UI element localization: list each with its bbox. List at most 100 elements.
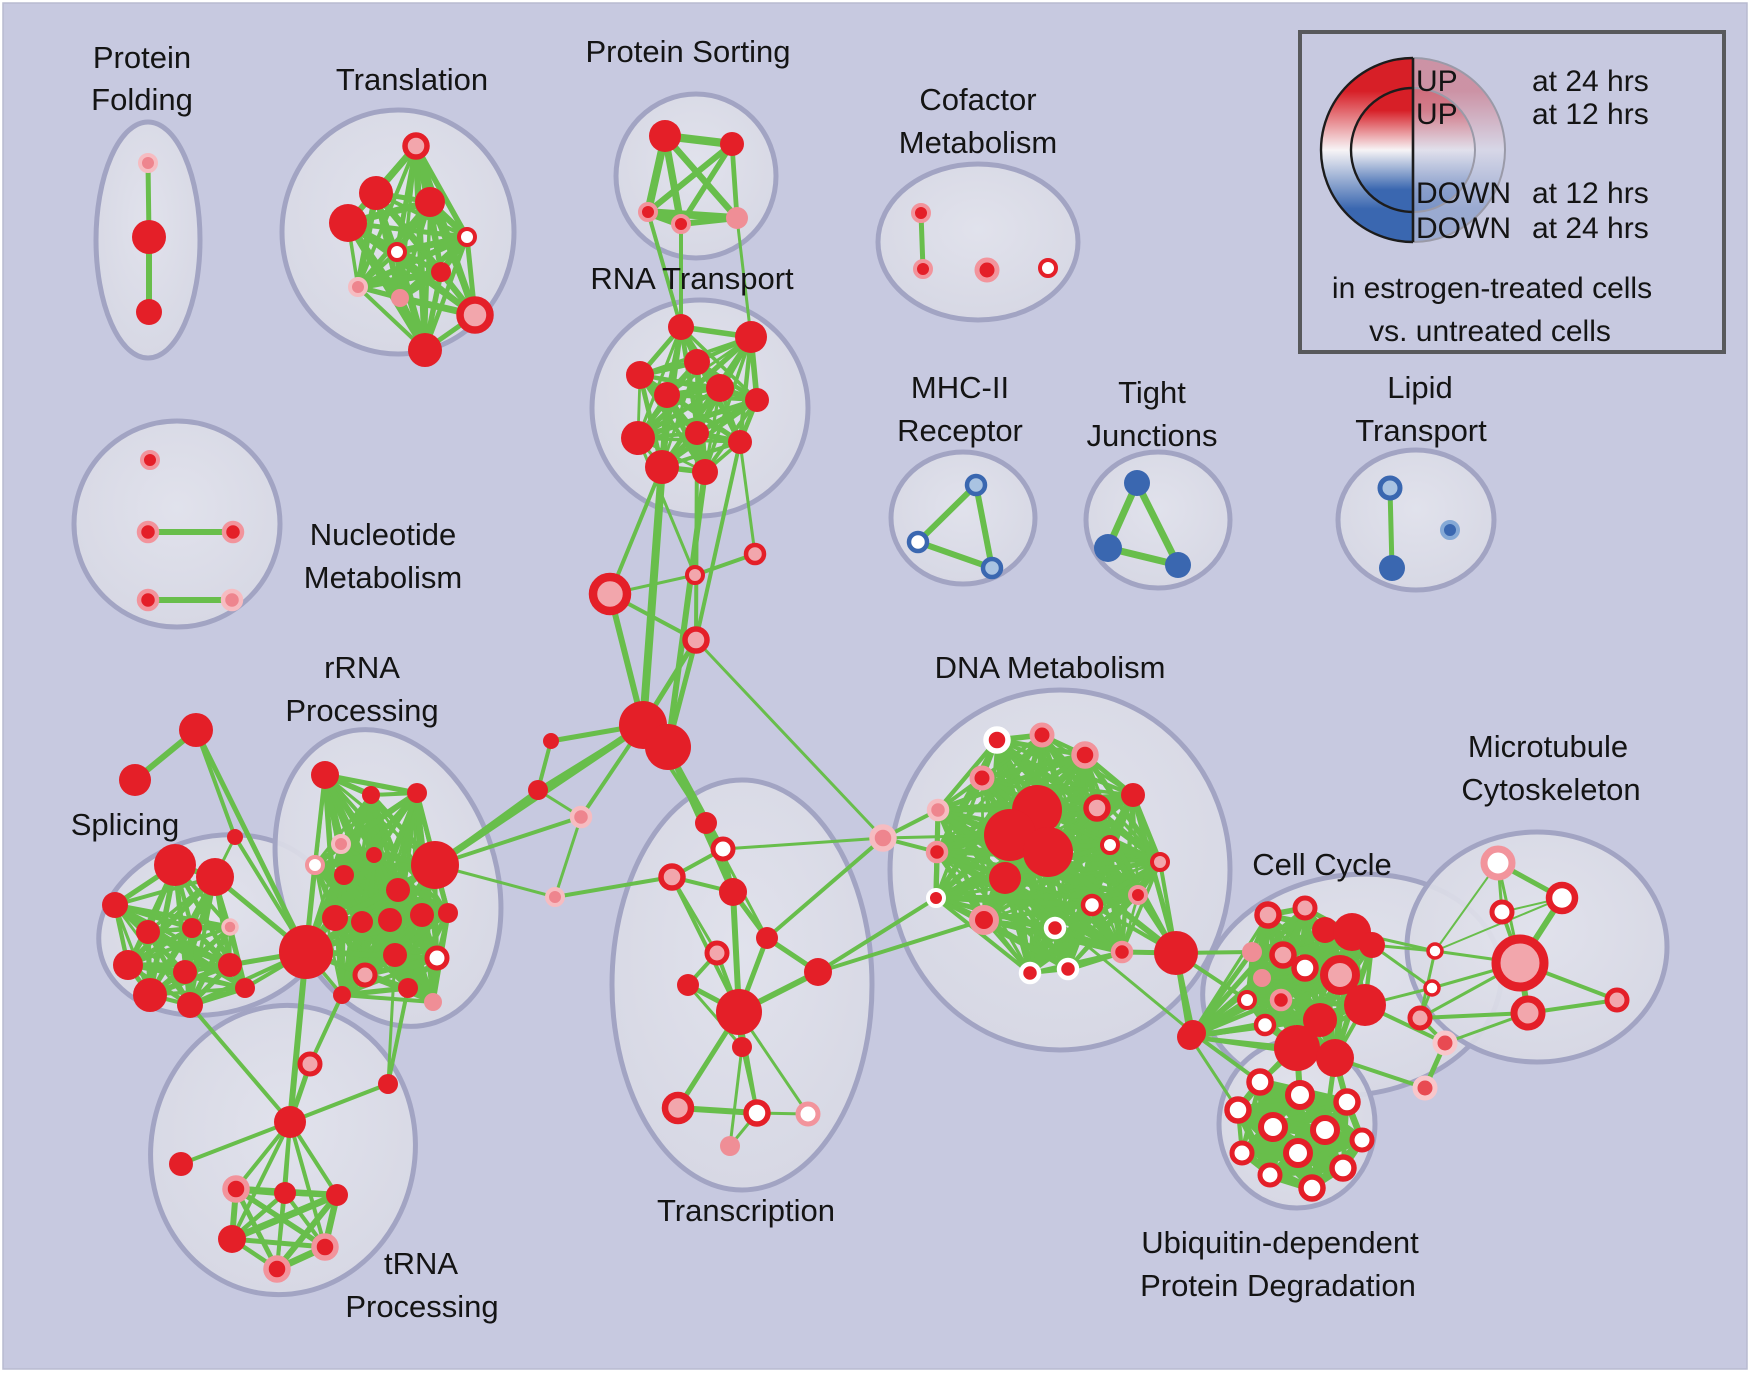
gene-node-translation (359, 176, 393, 210)
gene-node-rrna-processing (398, 978, 418, 998)
gene-node-protein-sorting (638, 202, 658, 222)
gene-node-dna-metabolism (926, 798, 950, 822)
edge-dna-metabolism (935, 737, 1000, 813)
edge-trna-processing (288, 1120, 327, 1249)
gene-node-connectors (869, 824, 897, 852)
edge-link (1188, 1035, 1240, 1112)
gene-node-cell-cycle (1254, 901, 1282, 929)
edge-lipid-transport (1387, 485, 1395, 571)
gene-node-dna-metabolism (1121, 783, 1145, 807)
gene-node-cell-cycle (1303, 1003, 1337, 1037)
edge-link (721, 836, 885, 851)
gene-node-nucleotide-metabolism (140, 450, 160, 470)
gene-node-connectors (545, 887, 565, 907)
gene-node-rrna-processing (366, 847, 382, 863)
gene-node-splicing (136, 920, 160, 944)
gene-node-connectors (119, 764, 151, 796)
edge-microtubule-cytoskeleton (1418, 1011, 1530, 1020)
gene-node-nucleotide-metabolism (136, 588, 160, 612)
gene-node-nucleotide-metabolism (220, 588, 244, 612)
edge-link (694, 440, 742, 642)
edge-link (694, 638, 885, 840)
cluster-label-transcription: Transcription (657, 1193, 835, 1228)
edge-transcription (670, 875, 741, 1014)
gene-node-cofactor-metabolism (911, 203, 931, 223)
edge-dna-metabolism (1002, 875, 1125, 955)
gene-node-dna-metabolism (1083, 794, 1111, 822)
edge-protein-sorting (678, 141, 735, 227)
gene-node-rrna-processing (378, 908, 402, 932)
edge-rrna-processing (322, 772, 420, 796)
cluster-label-tight-junctions: Tight (1118, 375, 1186, 410)
legend-footer: in estrogen-treated cells (1332, 272, 1652, 305)
gene-node-transcription (716, 989, 762, 1035)
edge-rna-transport (737, 334, 754, 445)
edge-transcription (728, 1045, 744, 1148)
gene-node-dna-metabolism (926, 888, 946, 908)
gene-node-cell-cycle (1253, 1013, 1277, 1037)
edge-translation (345, 220, 470, 240)
edge-link (287, 949, 309, 1125)
gene-node-cell-cycle (1359, 932, 1385, 958)
gene-node-transcription (661, 1091, 695, 1125)
edge-dna-metabolism (934, 896, 1032, 975)
cluster-labels: Protein Folding Translation Protein Sorting… (71, 34, 1641, 1324)
edge-tight-junctions (1133, 479, 1182, 569)
gene-node-microtubule-cytoskeleton (1426, 942, 1444, 960)
gene-node-ubiquitin-degradation (1257, 1162, 1283, 1188)
legend-time-label: at 24 hrs (1532, 65, 1649, 98)
gene-node-trna-processing (326, 1184, 348, 1206)
gene-node-microtubule-cytoskeleton (1423, 979, 1441, 997)
gene-node-rrna-processing (424, 945, 450, 971)
gene-node-splicing (177, 992, 203, 1018)
edge-link (386, 953, 397, 1086)
gene-node-cofactor-metabolism (913, 259, 933, 279)
gene-node-cofactor-metabolism (1038, 258, 1058, 278)
gene-node-connectors (645, 724, 691, 770)
gene-node-rna-transport (735, 321, 767, 353)
gene-node-trna-processing (169, 1152, 193, 1176)
gene-node-rna-transport (626, 361, 654, 389)
gene-node-rrna-processing (305, 855, 325, 875)
gene-node-translation (456, 296, 494, 334)
gene-node-cofactor-metabolism (974, 257, 1000, 283)
gene-node-rrna-processing (407, 783, 427, 803)
gene-node-trna-processing (378, 1074, 398, 1094)
legend-direction-label: DOWN (1416, 177, 1511, 210)
legend-ring-inner-faded (1413, 87, 1476, 213)
gene-node-rrna-processing (424, 993, 442, 1011)
edge-trna-processing (274, 1192, 340, 1272)
gene-node-trna-processing (274, 1106, 306, 1138)
gene-node-transcription (710, 836, 736, 862)
gene-node-cell-cycle (1316, 1039, 1354, 1077)
gene-node-protein-sorting (726, 207, 748, 229)
gene-node-cell-cycle (1291, 954, 1319, 982)
gene-node-rrna-processing (386, 878, 410, 902)
gene-node-rna-transport (745, 388, 769, 412)
gene-node-ubiquitin-degradation (1258, 1112, 1288, 1142)
gene-node-translation (457, 227, 477, 247)
edge-link (308, 993, 344, 1066)
gene-node-splicing (182, 918, 202, 938)
gene-node-splicing (221, 918, 239, 936)
gene-node-tight-junctions (1165, 552, 1191, 578)
legend-time-label: at 24 hrs (1532, 212, 1649, 245)
gene-node-connectors (179, 713, 213, 747)
gene-node-protein-sorting (671, 214, 691, 234)
cluster-label-cofactor-metabolism: Metabolism (899, 125, 1058, 160)
gene-node-rrna-processing (383, 943, 407, 967)
edge-mhc-ii-receptor (915, 482, 979, 545)
gene-node-protein-sorting (649, 120, 681, 152)
gene-node-dna-metabolism (1128, 885, 1148, 905)
legend-direction-label: DOWN (1416, 212, 1511, 245)
gene-node-translation (348, 277, 368, 297)
gene-node-splicing (154, 844, 196, 886)
gene-node-trna-processing (297, 1051, 323, 1077)
edge-splicing (148, 925, 232, 997)
cluster-label-mhc-ii-receptor: MHC-II (911, 370, 1009, 405)
gene-node-dna-metabolism (989, 862, 1021, 894)
gene-node-translation (415, 187, 445, 217)
edge-dna-metabolism (1045, 849, 1179, 956)
gene-node-cell-cycle (1253, 969, 1271, 987)
edge-protein-sorting (729, 141, 740, 221)
